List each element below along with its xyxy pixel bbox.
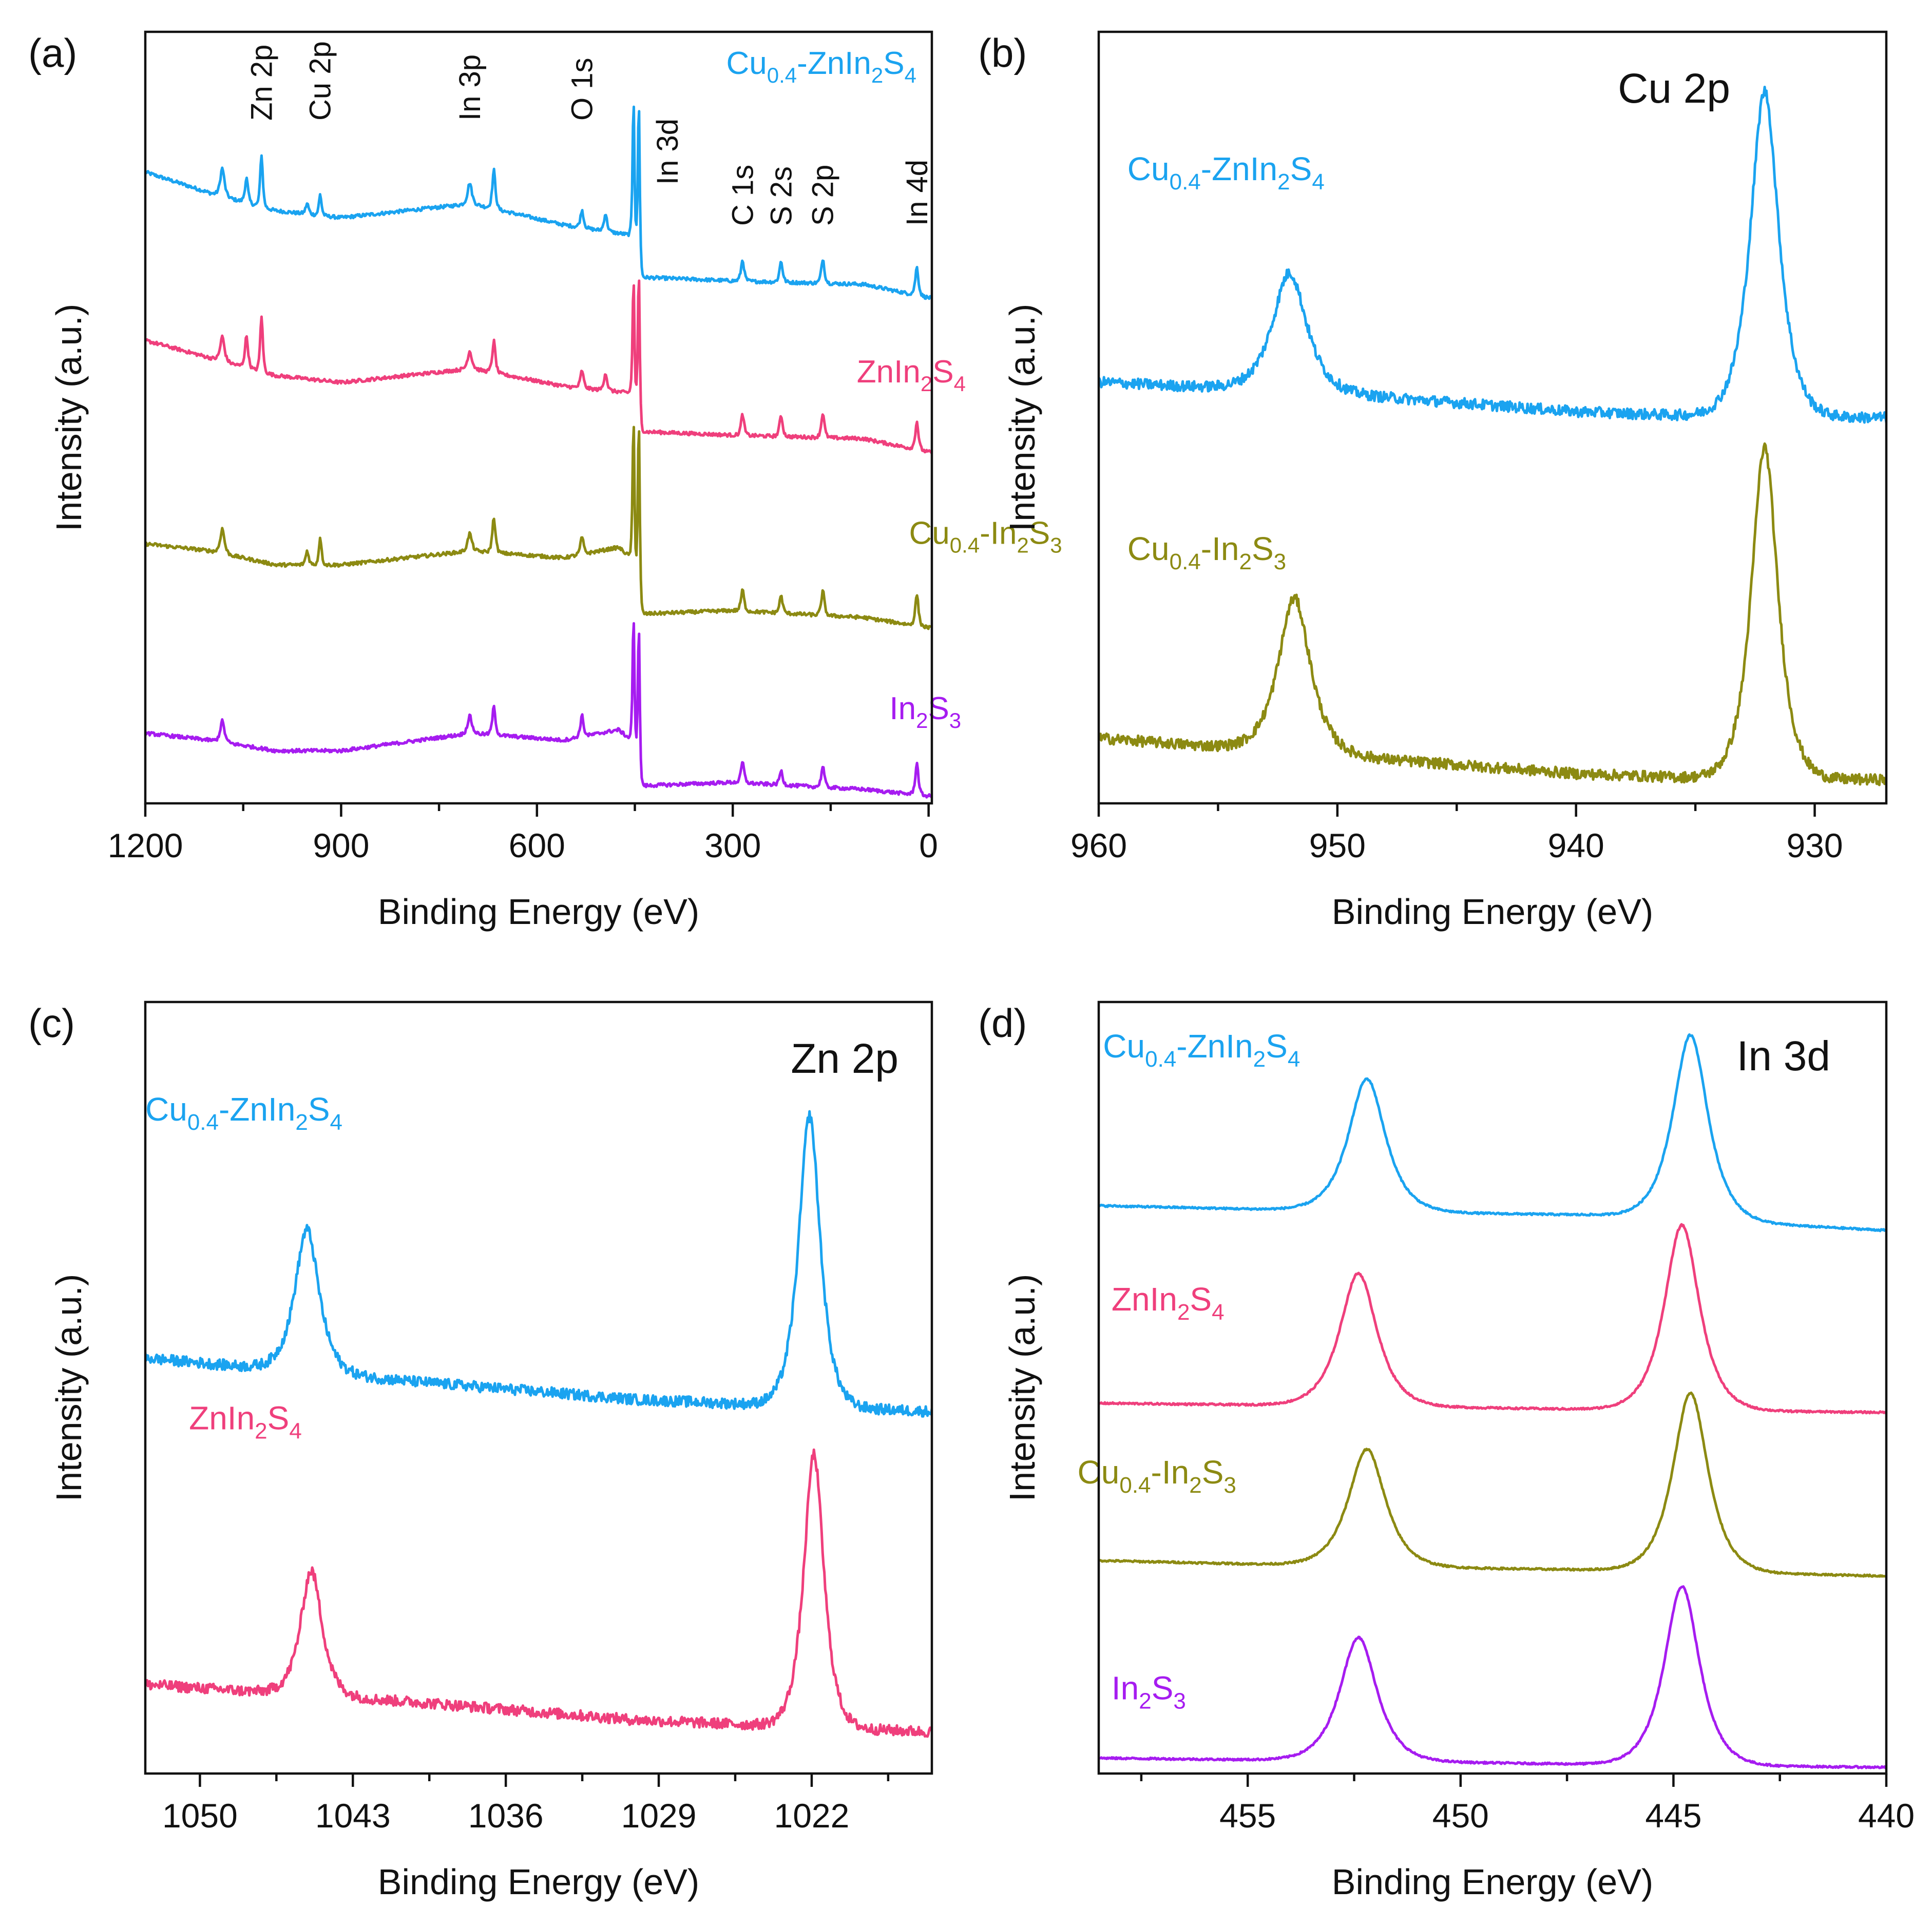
x-tick-label: 1022 xyxy=(774,1797,850,1835)
panel-b: (b) Cu 2p Cu0.4-ZnIn2S4 Cu0.4-In2S3 960 950 94… xyxy=(978,30,1888,932)
series-line-znin2s4 xyxy=(1099,1223,1886,1415)
x-axis-label: Binding Energy (eV) xyxy=(1332,892,1653,932)
series-label-in2s3: In2S3 xyxy=(889,691,961,733)
series-label-cu0-4-znin2s4: Cu0.4-ZnIn2S4 xyxy=(145,1091,342,1135)
y-axis-label: Intensity (a.u.) xyxy=(1002,304,1042,532)
x-axis-label: Binding Energy (eV) xyxy=(378,892,699,932)
x-tick-label: 960 xyxy=(1070,826,1127,864)
y-axis-label: Intensity (a.u.) xyxy=(1002,1274,1042,1502)
panel-label: (a) xyxy=(28,30,77,75)
series-label-znin2s4: ZnIn2S4 xyxy=(189,1399,302,1443)
x-tick-label: 600 xyxy=(509,826,565,864)
peak-label-c-1s: C 1s xyxy=(726,165,759,226)
x-tick-label: 300 xyxy=(704,826,761,864)
series-label-znin2s4: ZnIn2S4 xyxy=(1112,1281,1225,1325)
peak-label-s-2s: S 2s xyxy=(764,166,798,226)
series-line-in2s3 xyxy=(145,622,932,799)
x-tick-label: 900 xyxy=(313,826,369,864)
plot-frame xyxy=(144,1000,933,1775)
x-tick-label: 1043 xyxy=(315,1797,391,1835)
series-label-cu0-4-in2s3: Cu0.4-In2S3 xyxy=(1078,1454,1236,1498)
x-tick-label: 0 xyxy=(919,826,938,864)
plot-frame xyxy=(144,30,933,805)
series-label-cu0-4-in2s3: Cu0.4-In2S3 xyxy=(909,515,1062,557)
y-axis-label: Intensity (a.u.) xyxy=(49,1274,89,1502)
series-line-znin2s4 xyxy=(145,279,932,455)
series-label-cu0-4-in2s3: Cu0.4-In2S3 xyxy=(1127,530,1286,574)
x-tick-label: 930 xyxy=(1786,826,1843,864)
peak-label-in-3d: In 3d xyxy=(651,119,684,185)
x-tick-label: 440 xyxy=(1858,1797,1915,1835)
x-tick-label: 445 xyxy=(1645,1797,1701,1835)
x-tick-label: 1036 xyxy=(468,1797,544,1835)
plot-frame xyxy=(1097,1000,1888,1775)
series-line-cu0-4-znin2s4 xyxy=(1099,1033,1886,1232)
peak-label-zn-2p: Zn 2p xyxy=(245,45,278,121)
x-tick-label: 950 xyxy=(1309,826,1366,864)
peak-label-s-2p: S 2p xyxy=(807,165,840,226)
plot-frame xyxy=(1097,30,1888,805)
x-tick-label: 455 xyxy=(1219,1797,1276,1835)
chart-title: In 3d xyxy=(1737,1033,1830,1080)
x-axis-label: Binding Energy (eV) xyxy=(378,1862,699,1902)
panel-label: (b) xyxy=(978,30,1027,75)
series-line-znin2s4 xyxy=(145,1448,932,1738)
series-line-cu0-4-znin2s4 xyxy=(145,1110,932,1418)
panel-label: (c) xyxy=(28,1000,75,1046)
peak-label-cu-2p: Cu 2p xyxy=(304,41,337,121)
panel-d: (d) In 3d Cu0.4-ZnIn2S4 ZnIn2S4 Cu0.4-In2S3 I… xyxy=(978,1000,1915,1902)
series-line-in2s3 xyxy=(1099,1585,1886,1769)
series-label-cu0-4-znin2s4: Cu0.4-ZnIn2S4 xyxy=(1103,1028,1300,1072)
x-tick-label: 450 xyxy=(1432,1797,1489,1835)
series-label-in2s3: In2S3 xyxy=(1112,1670,1186,1714)
series-label-znin2s4: ZnIn2S4 xyxy=(857,354,966,396)
peak-label-in-3p: In 3p xyxy=(453,54,487,121)
y-axis-label: Intensity (a.u.) xyxy=(49,304,89,532)
x-tick-label: 1200 xyxy=(108,826,183,864)
panel-a: (a) Cu0.4-ZnIn2S4 ZnIn2S4 Cu0.4-In2S3 In2S3 Z… xyxy=(28,30,1062,932)
panel-label: (d) xyxy=(978,1000,1027,1046)
chart-title: Zn 2p xyxy=(791,1035,898,1082)
chart-title: Cu 2p xyxy=(1618,65,1730,112)
peak-label-o-1s: O 1s xyxy=(566,58,599,121)
series-line-cu0-4-znin2s4 xyxy=(145,105,932,300)
series-line-cu0-4-in2s3 xyxy=(1099,442,1886,786)
x-tick-label: 1050 xyxy=(162,1797,238,1835)
x-tick-label: 1029 xyxy=(621,1797,697,1835)
peak-label-in-4d: In 4d xyxy=(901,160,934,226)
series-line-cu0-4-znin2s4 xyxy=(1099,86,1886,424)
series-label-cu0-4-znin2s4: Cu0.4-ZnIn2S4 xyxy=(726,46,916,87)
x-axis-label: Binding Energy (eV) xyxy=(1332,1862,1653,1902)
series-line-cu0-4-in2s3 xyxy=(145,426,932,630)
series-line-cu0-4-in2s3 xyxy=(1099,1391,1886,1578)
panel-c: (c) Zn 2p Cu0.4-ZnIn2S4 ZnIn2S4 1050 1043 1036… xyxy=(28,1000,933,1902)
series-label-cu0-4-znin2s4: Cu0.4-ZnIn2S4 xyxy=(1127,150,1325,195)
x-tick-label: 940 xyxy=(1548,826,1604,864)
